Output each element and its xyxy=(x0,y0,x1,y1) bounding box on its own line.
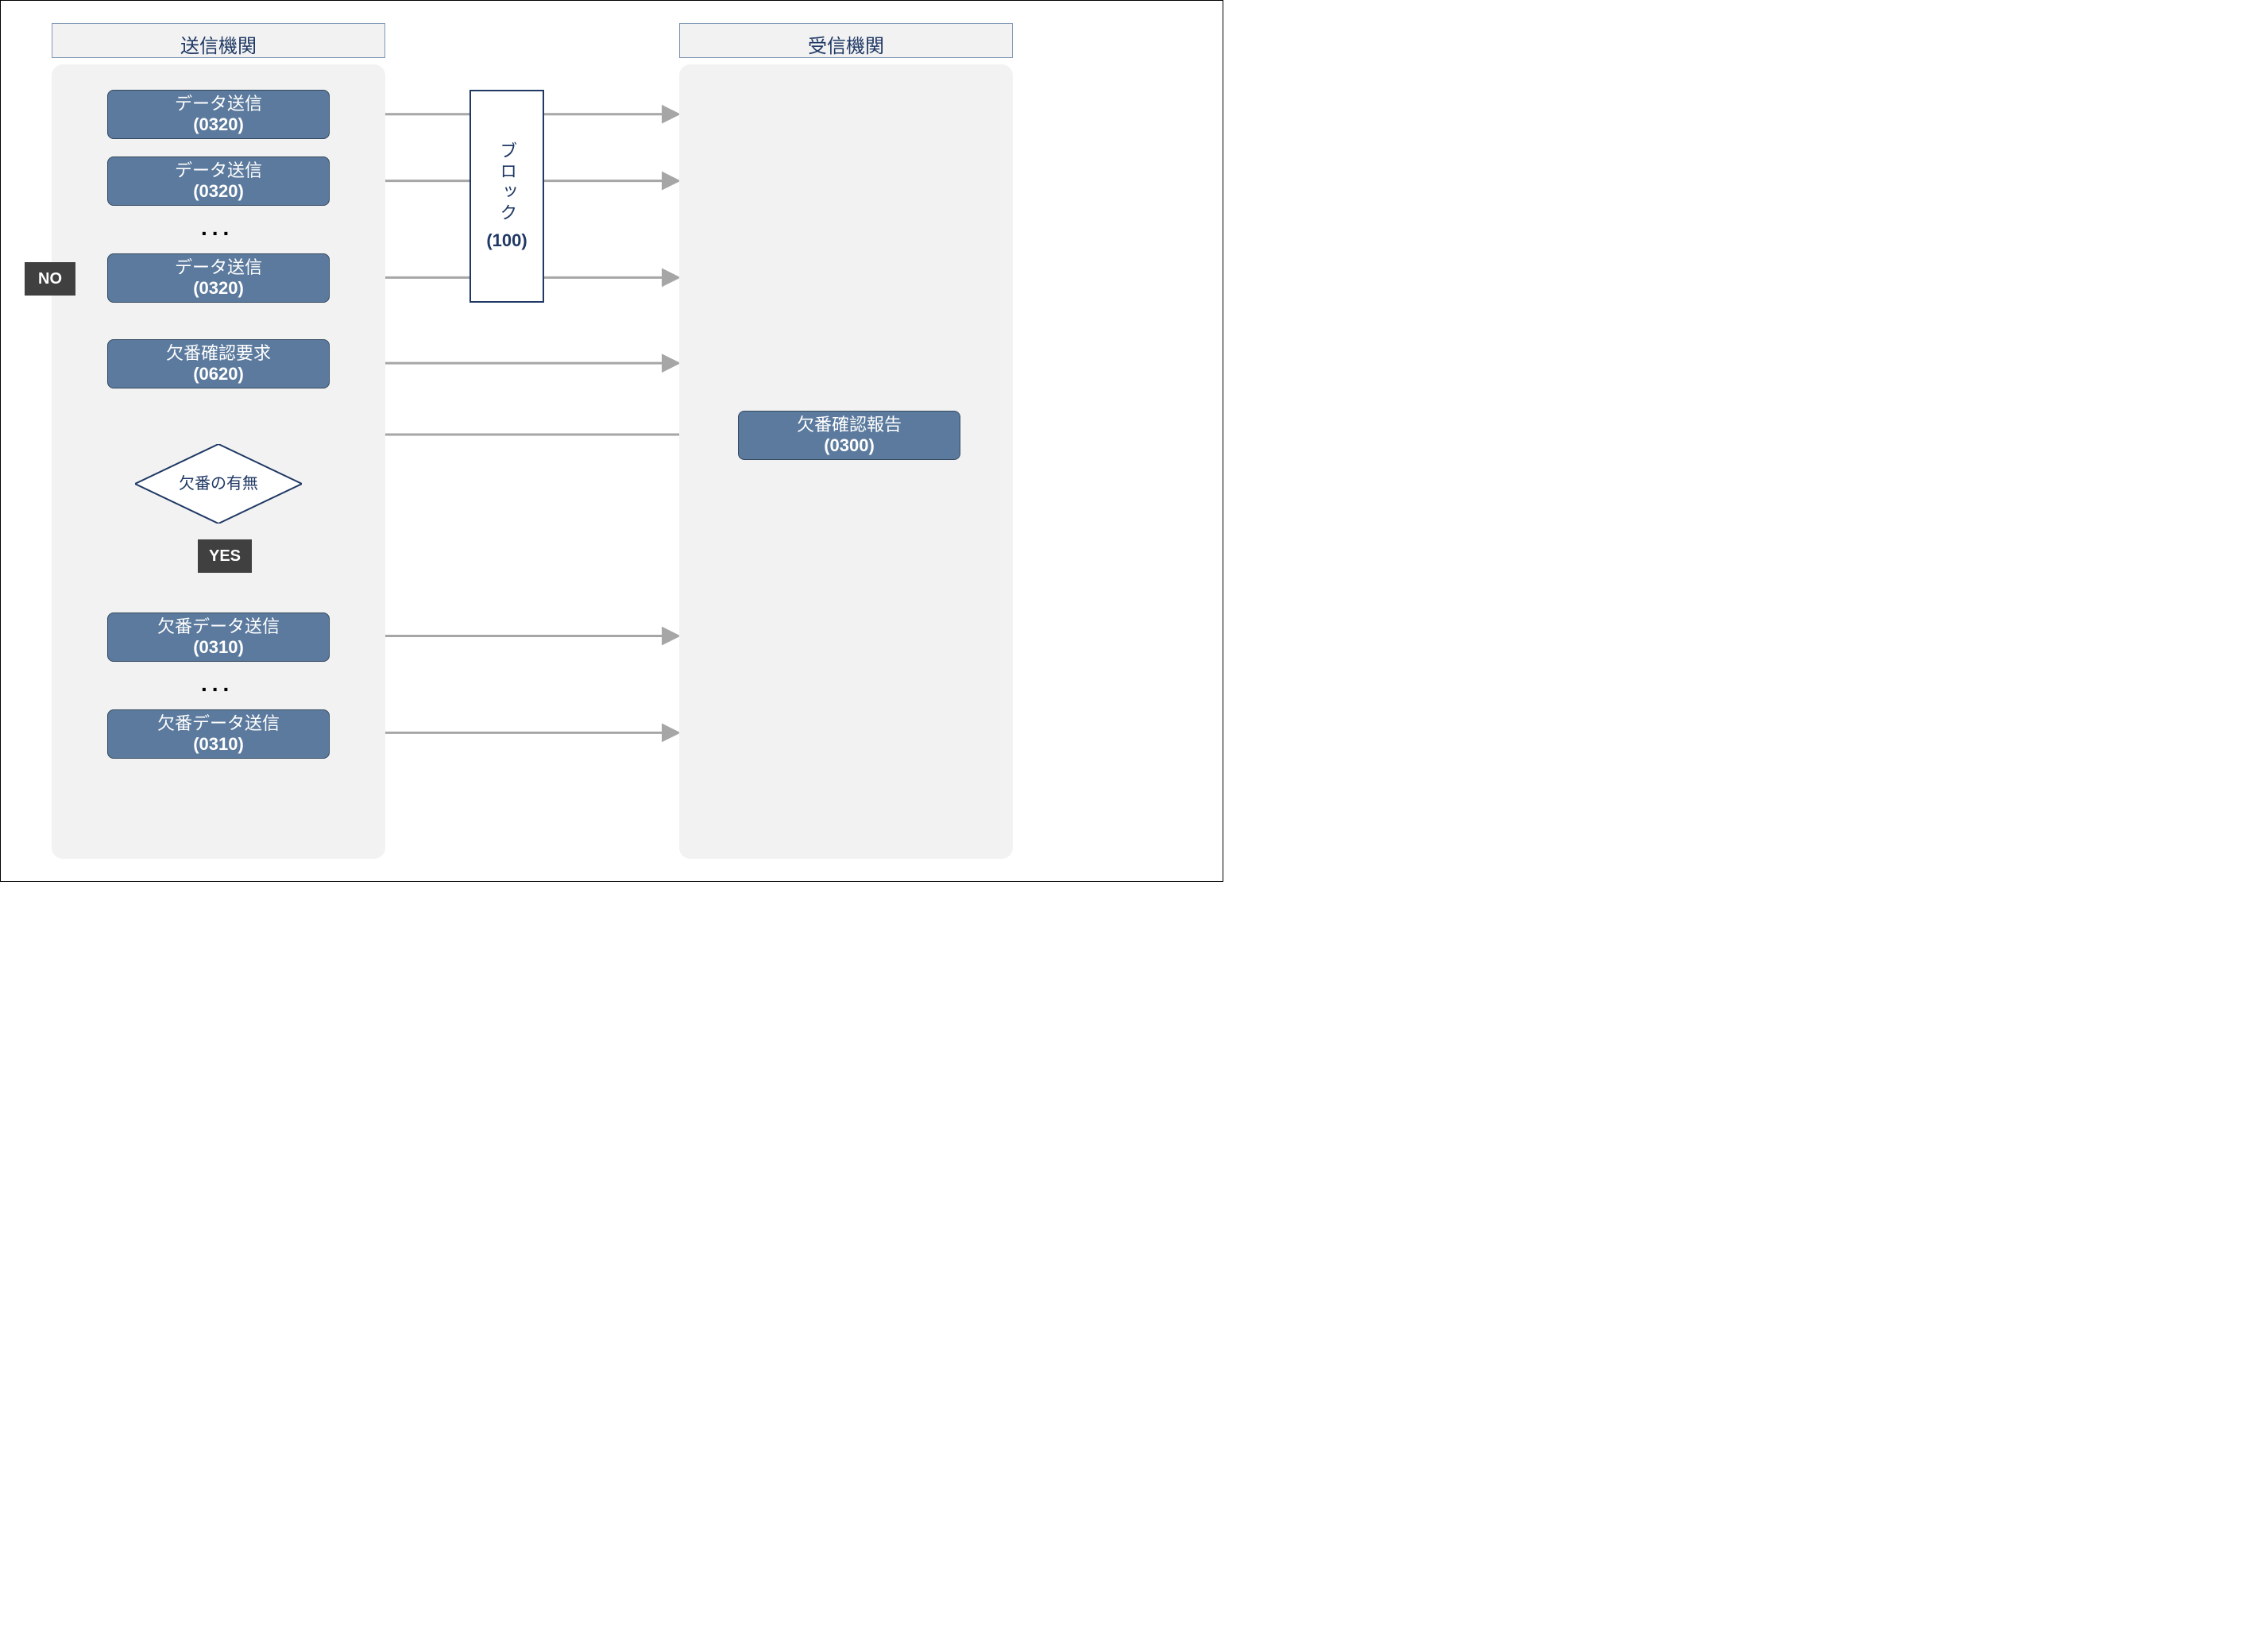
process-code: (0620) xyxy=(193,364,244,385)
lane-body-receiver xyxy=(679,64,1013,859)
process-miss1: 欠番データ送信(0310) xyxy=(107,613,330,662)
block-code: (100) xyxy=(486,230,527,251)
process-send1: データ送信(0320) xyxy=(107,90,330,139)
process-report: 欠番確認報告(0300) xyxy=(738,411,960,460)
process-label: データ送信 xyxy=(175,257,262,278)
process-miss2: 欠番データ送信(0310) xyxy=(107,709,330,759)
block-box: ブロック (100) xyxy=(469,90,544,303)
process-label: 欠番データ送信 xyxy=(157,616,280,637)
tag-yes: YES xyxy=(198,539,252,573)
process-label: データ送信 xyxy=(175,94,262,114)
decision-diamond: 欠番の有無 xyxy=(135,444,302,524)
process-code: (0320) xyxy=(193,278,244,299)
lane-header-receiver: 受信機関 xyxy=(679,23,1013,58)
process-label: 欠番データ送信 xyxy=(157,713,280,734)
process-label: 欠番確認要求 xyxy=(166,343,271,364)
process-send3: データ送信(0320) xyxy=(107,253,330,303)
process-label: データ送信 xyxy=(175,160,262,181)
process-send2: データ送信(0320) xyxy=(107,157,330,206)
process-reqMiss: 欠番確認要求(0620) xyxy=(107,339,330,388)
decision-label: 欠番の有無 xyxy=(135,444,302,524)
process-code: (0300) xyxy=(824,435,875,456)
block-label: ブロック xyxy=(496,141,517,224)
process-code: (0310) xyxy=(193,637,244,658)
process-code: (0320) xyxy=(193,181,244,202)
process-code: (0320) xyxy=(193,114,244,135)
lane-header-sender: 送信機関 xyxy=(52,23,385,58)
process-code: (0310) xyxy=(193,734,244,755)
tag-no: NO xyxy=(25,262,75,296)
process-label: 欠番確認報告 xyxy=(797,415,902,435)
ellipsis: ... xyxy=(201,215,234,241)
ellipsis: ... xyxy=(201,671,234,697)
